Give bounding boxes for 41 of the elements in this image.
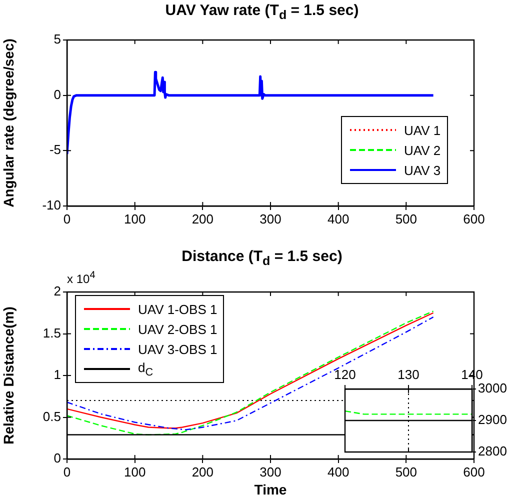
- legend-label: UAV 2-OBS 1: [138, 322, 218, 336]
- y-tick-label: 2800: [478, 444, 507, 459]
- y-tick-label: -5: [49, 142, 61, 158]
- chart-title: Distance (T$_{d}$ = 1.5 sec): [180, 248, 344, 268]
- y-axis-title: Angular rate (degree/sec): [0, 38, 16, 208]
- legend-label: UAV 2: [404, 142, 441, 158]
- x-tick-label: 400: [327, 464, 350, 480]
- x-tick-label: 300: [260, 464, 282, 480]
- x-tick-label: 0: [63, 464, 71, 480]
- legend-label: UAV 1-OBS 1: [138, 302, 218, 316]
- chart-title: UAV Yaw rate (T$_{d}$ = 1.5 sec): [164, 2, 360, 22]
- y-tick-label: 2900: [478, 412, 507, 428]
- x-tick-label: 600: [463, 464, 485, 480]
- legend-label: UAV 3: [404, 162, 441, 178]
- y-tick-label: 1.5: [42, 325, 61, 340]
- x-tick-label: 120: [334, 366, 356, 382]
- x-tick-label: 400: [327, 211, 350, 226]
- y-tick-label: 0.5: [42, 408, 61, 424]
- legend-label: d$_{C}$: [138, 360, 154, 378]
- y-tick-label: 1: [54, 367, 61, 382]
- y-tick-label: 2: [54, 284, 61, 299]
- y-tick-label: 3000: [478, 380, 507, 396]
- x-tick-label: 200: [192, 464, 214, 480]
- x-tick-label: 0: [63, 211, 71, 226]
- x-tick-label: 100: [124, 211, 146, 226]
- text: x 10$^{4}$: [67, 270, 96, 286]
- legend-label: UAV 1: [404, 122, 441, 138]
- y-tick-label: 0: [54, 86, 61, 102]
- y-tick-label: -10: [42, 198, 61, 213]
- x-tick-label: 300: [260, 211, 282, 226]
- x-axis-title: Time: [254, 481, 287, 498]
- x-tick-label: 100: [124, 464, 146, 480]
- x-tick-label: 500: [395, 464, 418, 480]
- x-tick-label: 200: [192, 211, 214, 226]
- x-tick-label: 130: [398, 366, 420, 382]
- x-tick-label: 500: [395, 211, 418, 226]
- y-tick-label: 5: [54, 32, 61, 47]
- y-axis-title: Relative Distance(m): [0, 306, 16, 444]
- legend-label: UAV 3-OBS 1: [138, 342, 218, 356]
- x-tick-label: 600: [463, 211, 485, 226]
- y-tick-label: 0: [54, 450, 61, 466]
